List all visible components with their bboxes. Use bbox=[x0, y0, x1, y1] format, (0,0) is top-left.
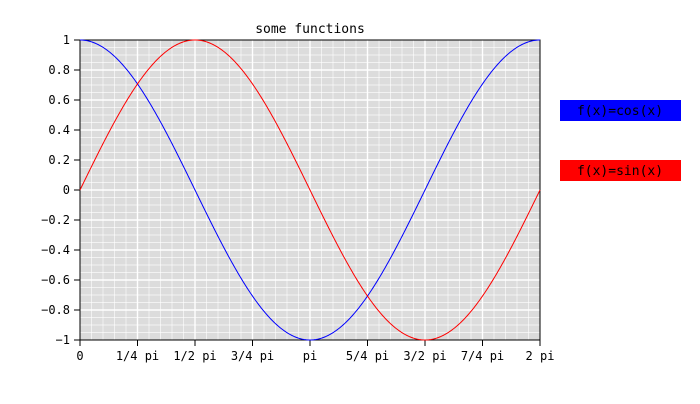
series-line-1 bbox=[79, 39, 541, 341]
chart-title: some functions bbox=[255, 22, 365, 37]
x-tick-label: 5/4 pi bbox=[346, 349, 389, 363]
y-tick-label: 0.8 bbox=[48, 63, 70, 77]
y-tick-label: −0.6 bbox=[41, 273, 70, 287]
x-tick-label: 1/4 pi bbox=[116, 349, 159, 363]
legend-label: f(x)=sin(x) bbox=[577, 164, 663, 179]
y-tick-label: 0.6 bbox=[48, 93, 70, 107]
legend-label: f(x)=cos(x) bbox=[577, 104, 663, 119]
y-tick-label: 0.4 bbox=[48, 123, 70, 137]
y-tick-label: −0.2 bbox=[41, 213, 70, 227]
legend-swatch bbox=[560, 100, 681, 121]
y-tick-label: 0 bbox=[63, 183, 70, 197]
legend-item: f(x)=sin(x) bbox=[560, 160, 681, 181]
y-tick-label: 0.2 bbox=[48, 153, 70, 167]
y-tick-label: 1 bbox=[63, 33, 70, 47]
y-tick-label: −1 bbox=[56, 333, 70, 347]
legend-swatch bbox=[560, 160, 681, 181]
x-tick-label: 7/4 pi bbox=[461, 349, 504, 363]
x-tick-label: 3/2 pi bbox=[403, 349, 446, 363]
x-tick-label: pi bbox=[303, 349, 317, 363]
x-tick-label: 2 pi bbox=[526, 349, 555, 363]
legend-item: f(x)=cos(x) bbox=[560, 100, 681, 121]
x-tick-label: 0 bbox=[76, 349, 83, 363]
y-tick-label: −0.8 bbox=[41, 303, 70, 317]
y-tick-label: −0.4 bbox=[41, 243, 70, 257]
x-tick-label: 3/4 pi bbox=[231, 349, 274, 363]
x-tick-label: 1/2 pi bbox=[173, 349, 216, 363]
series-line-0 bbox=[79, 39, 541, 341]
